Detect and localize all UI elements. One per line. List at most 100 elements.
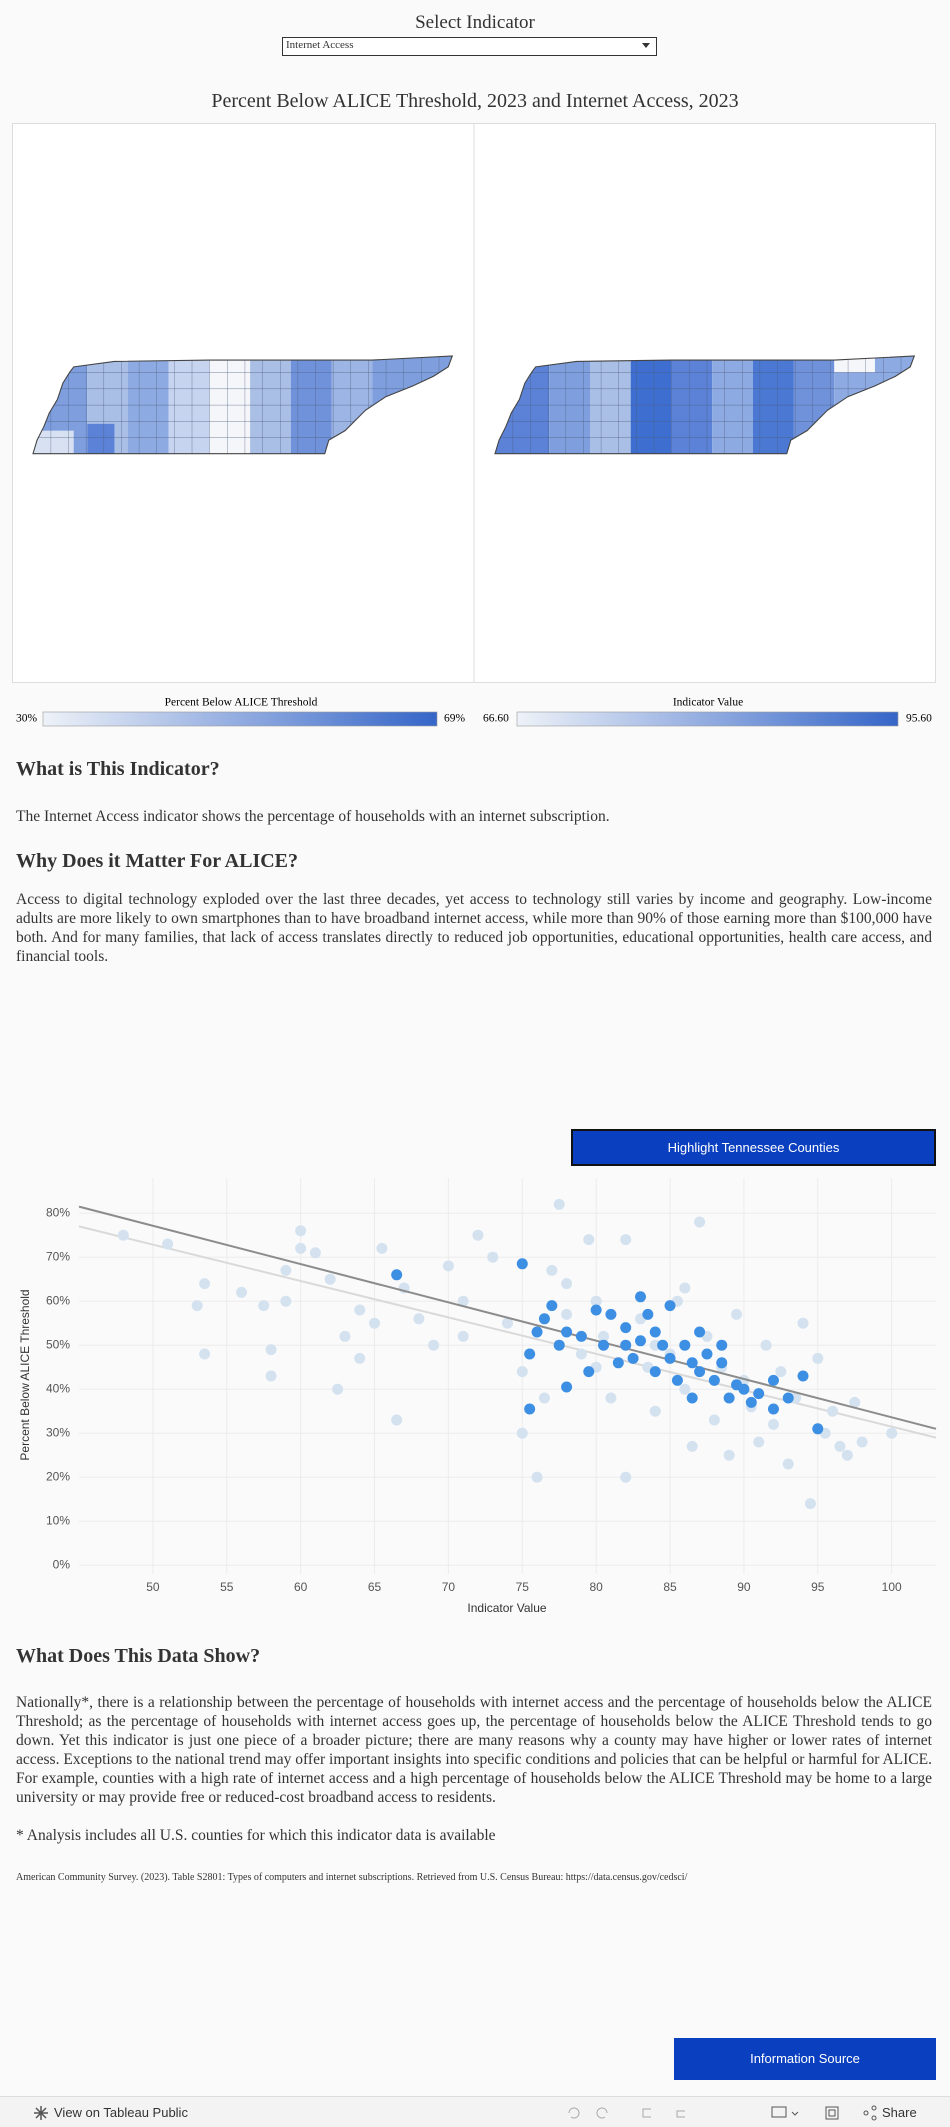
- data-point: [686, 1357, 698, 1369]
- data-point: [199, 1348, 211, 1360]
- data-point: [767, 1403, 779, 1415]
- view-link[interactable]: View on Tableau Public: [54, 2105, 188, 2120]
- legends: Percent Below ALICE Threshold 30% 69% In…: [16, 697, 932, 727]
- toolbar-icons: [568, 2107, 685, 2119]
- data-point: [524, 1403, 536, 1415]
- data-point: [679, 1339, 691, 1351]
- data-point: [339, 1330, 351, 1342]
- data-point: [199, 1278, 211, 1290]
- data-point: [738, 1383, 750, 1395]
- data-point: [524, 1348, 536, 1360]
- info-button[interactable]: Information Source: [674, 2038, 936, 2080]
- data-point: [428, 1339, 440, 1351]
- data-point: [627, 1352, 639, 1364]
- trend-line: [78, 1205, 937, 1430]
- data-point: [531, 1471, 543, 1483]
- legend-min: 66.60: [483, 713, 509, 725]
- data-point: [679, 1282, 691, 1294]
- data-point: [716, 1339, 728, 1351]
- data-point: [191, 1300, 203, 1312]
- data-point: [620, 1234, 632, 1246]
- data-point: [694, 1326, 706, 1338]
- y-tick-label: 80%: [46, 1205, 70, 1219]
- data-point: [369, 1317, 381, 1329]
- data-point: [598, 1339, 610, 1351]
- data-point: [612, 1357, 624, 1369]
- section-body: The Internet Access indicator shows the …: [16, 808, 610, 825]
- x-tick-label: 50: [146, 1580, 160, 1594]
- data-point: [664, 1300, 676, 1312]
- x-tick-label: 60: [294, 1580, 308, 1594]
- data-point: [812, 1352, 824, 1364]
- data-point: [332, 1383, 344, 1395]
- data-point: [502, 1317, 513, 1329]
- data-point: [561, 1308, 573, 1320]
- data-point: [546, 1264, 558, 1276]
- section-heading: What is This Indicator?: [16, 758, 220, 780]
- y-tick-label: 60%: [46, 1293, 70, 1307]
- data-point: [472, 1229, 484, 1241]
- y-tick-label: 40%: [46, 1381, 70, 1395]
- data-point: [723, 1449, 735, 1461]
- y-tick-label: 50%: [46, 1337, 70, 1351]
- trend-line: [78, 1225, 937, 1439]
- data-point: [590, 1304, 602, 1316]
- data-point: [797, 1317, 809, 1329]
- x-tick-label: 90: [737, 1580, 751, 1594]
- data-point: [605, 1308, 617, 1320]
- x-tick-label: 80: [589, 1580, 603, 1594]
- data-point: [575, 1348, 587, 1360]
- data-point: [590, 1295, 602, 1307]
- data-point: [280, 1295, 292, 1307]
- left-map: [32, 355, 454, 455]
- data-point: [671, 1374, 683, 1386]
- data-point: [620, 1471, 632, 1483]
- data-point: [457, 1330, 469, 1342]
- data-point: [886, 1427, 898, 1439]
- data-point: [583, 1366, 595, 1378]
- data-point: [561, 1381, 573, 1393]
- data-point: [236, 1286, 248, 1298]
- data-point: [309, 1247, 321, 1259]
- data-point: [620, 1322, 632, 1334]
- data-point: [538, 1392, 550, 1404]
- data-point: [701, 1348, 713, 1360]
- data-point: [531, 1326, 543, 1338]
- toolbar-icons: [771, 2105, 877, 2121]
- data-point: [413, 1313, 425, 1325]
- data-point: [753, 1388, 765, 1400]
- legend-title: Indicator Value: [673, 697, 743, 709]
- data-point: [354, 1352, 366, 1364]
- x-axis-title: Indicator Value: [467, 1601, 546, 1615]
- data-point: [849, 1396, 861, 1408]
- x-tick-label: 70: [442, 1580, 456, 1594]
- data-point: [295, 1242, 307, 1254]
- toolbar: View on Tableau Public Share: [0, 2096, 950, 2127]
- data-point: [760, 1339, 772, 1351]
- data-point: [723, 1392, 735, 1404]
- select-label: Select Indicator: [415, 12, 535, 33]
- share-button[interactable]: Share: [882, 2105, 917, 2120]
- legend-max: 95.60: [906, 713, 932, 725]
- data-point: [620, 1339, 632, 1351]
- data-point: [767, 1374, 779, 1386]
- dropdown-value: Internet Access: [286, 39, 354, 51]
- data-point: [642, 1308, 654, 1320]
- x-tick-label: 100: [882, 1580, 902, 1594]
- legend-max: 69%: [444, 713, 466, 725]
- data-point: [634, 1335, 646, 1347]
- data-point: [598, 1330, 610, 1342]
- data-point: [797, 1370, 809, 1382]
- data-point: [546, 1300, 558, 1312]
- highlight-button[interactable]: Highlight Tennessee Counties: [571, 1129, 936, 1166]
- x-tick-label: 85: [663, 1580, 677, 1594]
- y-tick-label: 30%: [46, 1425, 70, 1439]
- data-point: [649, 1366, 661, 1378]
- data-point: [117, 1229, 129, 1241]
- legend-title: Percent Below ALICE Threshold: [165, 697, 318, 709]
- data-point: [324, 1273, 336, 1285]
- indicator-dropdown[interactable]: Internet Access: [282, 37, 657, 56]
- legend-bar: [516, 711, 899, 727]
- data-point: [265, 1344, 277, 1356]
- data-point: [575, 1330, 587, 1342]
